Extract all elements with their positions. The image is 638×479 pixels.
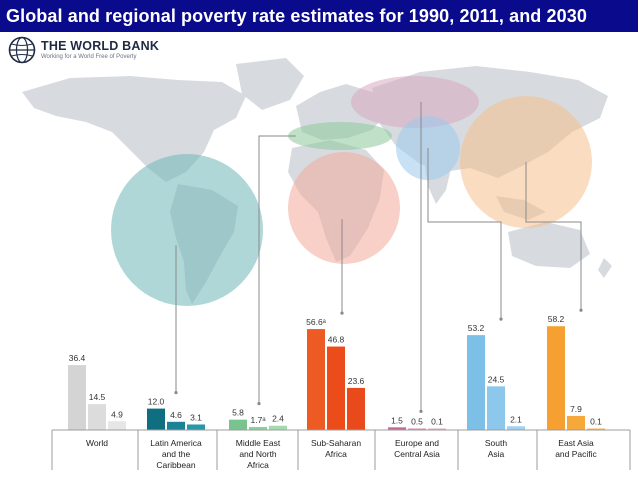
- bar: [307, 329, 325, 430]
- bar: [88, 404, 106, 430]
- bar-value-label: 3.1: [190, 412, 202, 422]
- bar: [229, 419, 247, 430]
- bar: [408, 428, 426, 430]
- bar: [507, 426, 525, 430]
- bar: [388, 427, 406, 430]
- globe-icon: [8, 36, 36, 64]
- logo-tagline: Working for a World Free of Poverty: [41, 54, 137, 61]
- category-label: and Pacific: [555, 449, 597, 459]
- bar-value-label: 1.5: [391, 415, 403, 425]
- category-label: Africa: [325, 449, 347, 459]
- category-label: Middle East: [236, 438, 281, 448]
- bar: [187, 424, 205, 430]
- bar: [68, 365, 86, 430]
- bar-value-label: 1.7ᵃ: [251, 415, 267, 425]
- bar-value-label: 4.9: [111, 409, 123, 419]
- bar: [167, 421, 185, 430]
- connector-dot: [579, 308, 583, 312]
- connector-line: [525, 162, 582, 311]
- page-title: Global and regional poverty rate estimat…: [6, 5, 587, 26]
- category-label: South: [485, 438, 507, 448]
- bar: [327, 346, 345, 430]
- category-label: Asia: [488, 449, 505, 459]
- bar-value-label: 46.8: [328, 335, 345, 345]
- category-label: Sub-Saharan: [311, 438, 361, 448]
- bar: [269, 425, 287, 430]
- bar-value-label: 0.1: [431, 417, 443, 427]
- bar-value-label: 4.6: [170, 410, 182, 420]
- bar: [147, 408, 165, 430]
- connector-dot: [499, 317, 503, 321]
- bar: [587, 428, 605, 430]
- bar-value-label: 2.1: [510, 414, 522, 424]
- bar-value-label: 7.9: [570, 404, 582, 414]
- bar: [108, 421, 126, 430]
- connector-dot: [174, 391, 178, 395]
- bar: [428, 428, 446, 430]
- region-circle: [288, 152, 400, 264]
- bar-value-label: 53.2: [468, 323, 485, 333]
- bar-value-label: 36.4: [69, 353, 86, 363]
- category-label: Caribbean: [156, 460, 195, 470]
- connector-dot: [419, 409, 423, 413]
- bar: [487, 386, 505, 430]
- connector-dot: [257, 402, 261, 406]
- bar-value-label: 24.5: [488, 374, 505, 384]
- bar-value-label: 23.6: [348, 376, 365, 386]
- category-label: World: [86, 438, 108, 448]
- map-australia: [508, 222, 590, 268]
- category-label: East Asia: [558, 438, 594, 448]
- bar-value-label: 14.5: [89, 392, 106, 402]
- category-label: Europe and: [395, 438, 439, 448]
- category-label: and the: [162, 449, 191, 459]
- category-label: Africa: [247, 460, 269, 470]
- category-label: and North: [239, 449, 277, 459]
- connector-line: [258, 135, 296, 404]
- connector-line: [427, 148, 502, 320]
- category-label: Central Asia: [394, 449, 440, 459]
- connector-dot: [340, 311, 344, 315]
- map-new-zealand: [598, 258, 612, 278]
- region-circle: [111, 154, 263, 306]
- bar-value-label: 12.0: [148, 397, 165, 407]
- bar: [467, 335, 485, 430]
- title-bar: Global and regional poverty rate estimat…: [0, 0, 638, 32]
- bar-value-label: 5.8: [232, 408, 244, 418]
- bar-value-label: 56.6ᵃ: [306, 317, 327, 327]
- world-bank-logo: THE WORLD BANK Working for a World Free …: [8, 36, 159, 64]
- region-circle: [351, 76, 479, 128]
- bar: [249, 426, 267, 430]
- map-greenland: [236, 58, 304, 110]
- logo-name: THE WORLD BANK: [41, 38, 160, 53]
- category-label: Latin America: [150, 438, 202, 448]
- bar-value-label: 0.5: [411, 417, 423, 427]
- bar: [547, 326, 565, 430]
- bar-value-label: 2.4: [272, 414, 284, 424]
- bar: [567, 415, 585, 430]
- bar-value-label: 0.1: [590, 417, 602, 427]
- region-circle: [288, 122, 392, 150]
- bar-value-label: 58.2: [548, 314, 565, 324]
- bar: [347, 387, 365, 430]
